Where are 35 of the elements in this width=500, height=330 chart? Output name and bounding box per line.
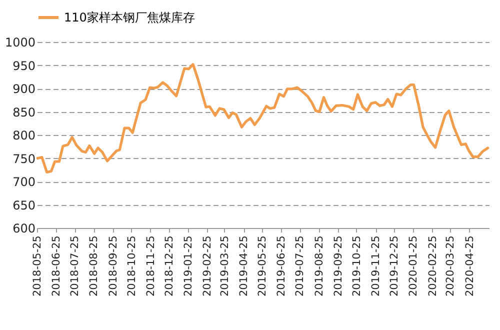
x-tick-label: 2019-04-25 xyxy=(238,236,250,297)
legend-label: 110家样本钢厂焦煤库存 xyxy=(64,10,195,24)
x-tick-label: 2019-03-25 xyxy=(218,236,231,297)
y-tick-label: 800 xyxy=(12,128,36,142)
x-tick-label: 2018-07-25 xyxy=(69,236,82,297)
x-tick-label: 2019-05-25 xyxy=(256,236,269,297)
x-tick-label: 2019-06-25 xyxy=(276,236,288,297)
x-tick-label: 2019-11-25 xyxy=(370,236,382,297)
x-tick-label: 2019-10-25 xyxy=(350,236,363,297)
x-tick-label: 2020-04-25 xyxy=(464,236,476,297)
x-tick-label: 2020-03-25 xyxy=(444,236,457,297)
y-tick-label: 850 xyxy=(12,105,36,120)
y-tick-label: 600 xyxy=(12,222,36,236)
x-tick-label: 2018-09-25 xyxy=(107,236,120,297)
x-tick-label: 2018-10-25 xyxy=(126,236,138,297)
y-tick-label: 900 xyxy=(12,82,36,96)
x-tick-label: 2018-08-25 xyxy=(88,236,100,297)
y-tick-label: 950 xyxy=(12,58,36,73)
y-tick-label: 750 xyxy=(12,152,36,166)
x-tick-label: 2019-07-25 xyxy=(294,236,306,297)
x-tick-label: 2018-05-25 xyxy=(32,236,44,297)
x-tick-label: 2020-02-25 xyxy=(426,236,439,297)
x-tick-label: 2018-12-25 xyxy=(163,236,176,297)
line-series xyxy=(36,63,490,174)
x-tick-label: 2019-01-25 xyxy=(182,236,195,297)
x-tick-label: 2019-12-25 xyxy=(388,236,401,297)
x-tick-label: 2020-01-25 xyxy=(408,236,420,297)
y-tick-label: 700 xyxy=(12,175,36,189)
x-tick-label: 2019-09-25 xyxy=(332,236,344,297)
x-tick-label: 2019-02-25 xyxy=(202,236,214,297)
x-tick-label: 2018-11-25 xyxy=(144,236,157,297)
x-tick-label: 2019-08-25 xyxy=(313,236,326,297)
y-tick-label: 1000 xyxy=(4,36,36,50)
x-tick-label: 2018-06-25 xyxy=(50,236,63,297)
y-tick-label: 650 xyxy=(12,198,36,212)
